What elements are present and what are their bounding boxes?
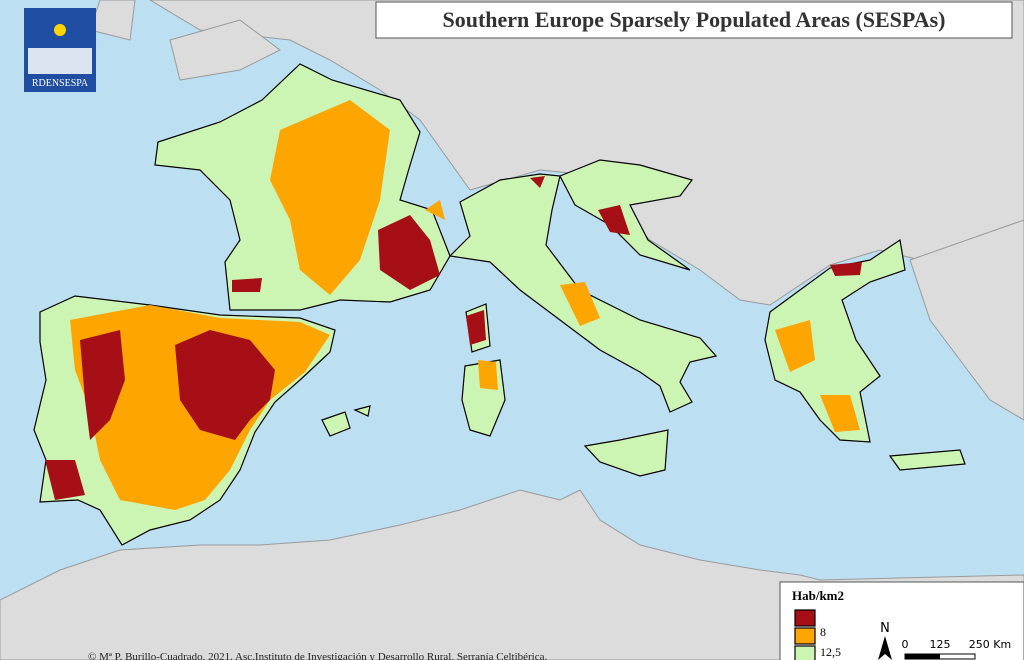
scale-bar <box>905 654 940 659</box>
area-8 <box>45 330 125 500</box>
credit: © Mª P. Burillo-Cuadrado, 2021. Asc.Inst… <box>88 651 547 660</box>
croatia <box>559 159 694 271</box>
sparse-areas <box>45 100 862 510</box>
balearics <box>321 405 371 437</box>
legend-label: 8 <box>820 625 826 639</box>
logo-text: RDENSESPA <box>32 78 89 89</box>
sicily <box>583 429 669 477</box>
scale-label: 250 Km <box>969 638 1011 651</box>
scale-label: 125 <box>930 638 951 651</box>
legend-box <box>779 581 1024 660</box>
logo-sun <box>54 24 66 36</box>
north-label: N <box>880 621 890 636</box>
logo-figures <box>28 48 92 74</box>
map-title: Southern Europe Sparsely Populated Areas… <box>442 7 945 32</box>
north-africa <box>0 489 1024 660</box>
legend-label: 12,5 <box>820 645 841 659</box>
legend-swatch <box>794 609 816 627</box>
area-8 <box>175 330 275 440</box>
title-box <box>375 1 1013 39</box>
crete <box>888 449 966 471</box>
legend-title: Hab/km2 <box>792 588 844 603</box>
greece <box>764 238 906 443</box>
area-8 <box>232 215 440 292</box>
scale-label: 0 <box>902 638 909 651</box>
turkey <box>909 219 1024 421</box>
legend-swatch <box>794 627 816 645</box>
legend-swatch <box>794 645 816 660</box>
north-arrow <box>878 636 892 660</box>
area-12-5 <box>270 100 390 295</box>
